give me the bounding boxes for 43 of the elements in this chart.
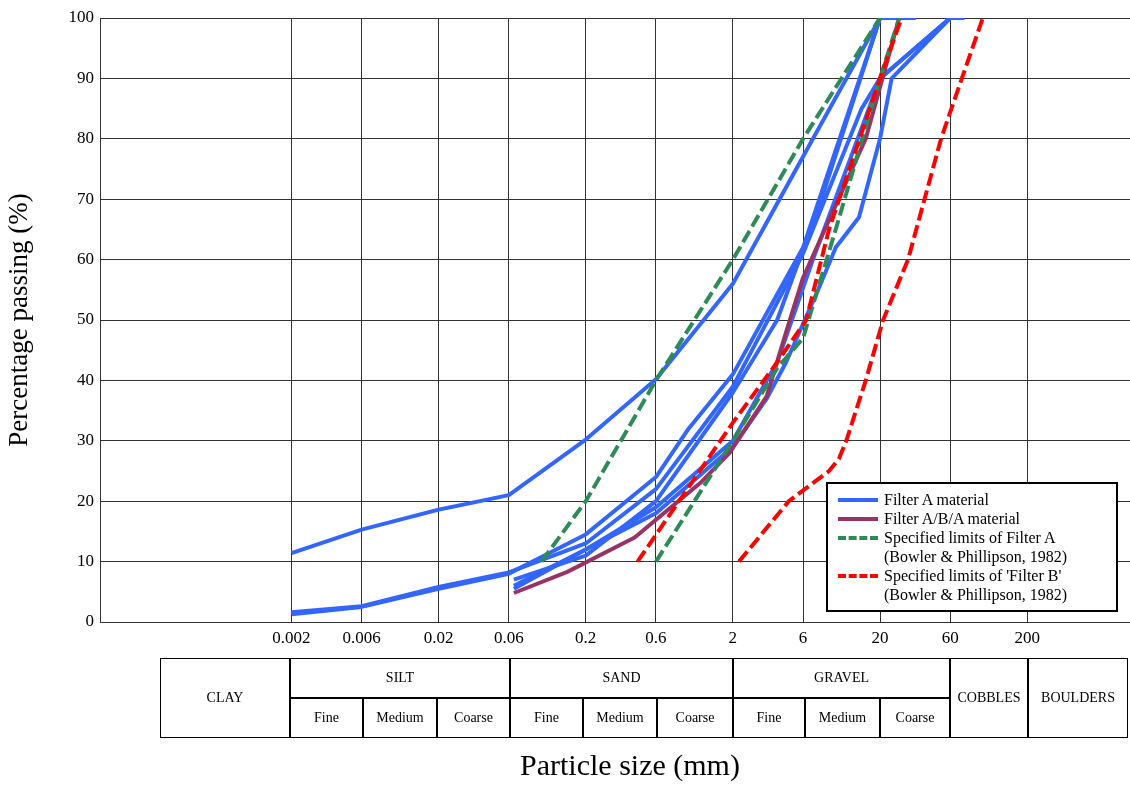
legend-label: Filter A material bbox=[884, 490, 990, 509]
y-tick-label: 30 bbox=[77, 430, 94, 450]
x-tick-label: 60 bbox=[941, 627, 959, 647]
x-tick-label: 0.002 bbox=[272, 627, 311, 647]
text: COBBLES bbox=[950, 658, 1028, 738]
x-tick-label: 6 bbox=[798, 627, 808, 647]
text: Medium bbox=[363, 698, 437, 738]
x-tick-label: 0.6 bbox=[645, 627, 667, 647]
text: Fine bbox=[510, 698, 583, 738]
legend-label: Filter A/B/A material bbox=[884, 509, 1021, 528]
y-tick-label: 90 bbox=[77, 67, 94, 87]
y-tick-label: 50 bbox=[77, 309, 94, 329]
y-tick-label: 10 bbox=[77, 551, 94, 571]
text: Coarse bbox=[657, 698, 733, 738]
text: BOULDERS bbox=[1028, 658, 1128, 738]
x-tick-label: 20 bbox=[871, 627, 889, 647]
text: Medium bbox=[583, 698, 657, 738]
y-tick-label: 0 bbox=[85, 611, 94, 631]
x-tick-label: 200 bbox=[1014, 627, 1040, 647]
text: CLAY bbox=[160, 658, 290, 738]
text: SILT bbox=[290, 658, 510, 698]
y-tick-label: 70 bbox=[77, 188, 94, 208]
x-tick-label: 2 bbox=[728, 627, 738, 647]
text: SAND bbox=[510, 658, 733, 698]
x-axis-title: Particle size (mm) bbox=[519, 748, 741, 782]
text: GRAVEL bbox=[733, 658, 950, 698]
x-tick-label: 0.06 bbox=[493, 627, 524, 647]
text: Coarse bbox=[437, 698, 510, 738]
y-axis-title: Percentage passing (%) bbox=[3, 193, 34, 447]
legend-label: Specified limits of 'Filter B' (Bowler & Phillipson, 1982) bbox=[884, 566, 1069, 604]
y-tick-label: 100 bbox=[68, 7, 94, 27]
text: Coarse bbox=[880, 698, 950, 738]
x-tick-label: 0.006 bbox=[342, 627, 381, 647]
y-tick-label: 20 bbox=[77, 490, 94, 510]
y-tick-label: 60 bbox=[77, 249, 94, 269]
text: Fine bbox=[290, 698, 363, 738]
x-tick-label: 0.02 bbox=[423, 627, 454, 647]
y-tick-label: 80 bbox=[77, 128, 94, 148]
text: Fine bbox=[733, 698, 805, 738]
y-tick-label: 40 bbox=[77, 369, 94, 389]
text: Medium bbox=[805, 698, 880, 738]
x-tick-label: 0.2 bbox=[575, 627, 597, 647]
legend-label: Specified limits of Filter A (Bowler & Phillipson, 1982) bbox=[884, 528, 1069, 566]
